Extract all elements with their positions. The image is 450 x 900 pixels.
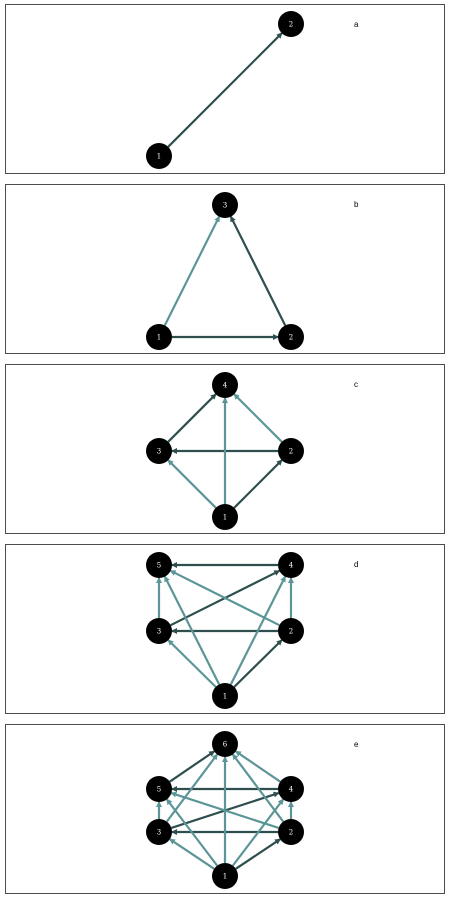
edge-1-2 bbox=[233, 459, 283, 509]
panel-d: 1 2 3 4 5 d bbox=[5, 544, 445, 714]
node-label: 6 bbox=[223, 741, 228, 749]
node-circle bbox=[212, 372, 238, 398]
node-3: 3 bbox=[146, 819, 172, 845]
node-circle bbox=[278, 552, 304, 578]
node-circle bbox=[146, 618, 172, 644]
edge-3-4 bbox=[167, 393, 217, 443]
edge-2-3 bbox=[229, 215, 287, 326]
node-label: 1 bbox=[157, 153, 161, 161]
node-label: 4 bbox=[289, 562, 294, 570]
graph-e: 1 2 3 4 5 6 bbox=[146, 731, 304, 889]
edge-1-4 bbox=[229, 575, 287, 685]
node-label: 5 bbox=[157, 562, 161, 570]
node-label: 4 bbox=[223, 382, 228, 390]
node-circle bbox=[212, 863, 238, 889]
node-circle bbox=[278, 11, 304, 37]
graph-c: 1 2 3 4 bbox=[146, 372, 304, 530]
graph-a: 12 bbox=[146, 11, 304, 169]
node-label: 1 bbox=[223, 693, 227, 701]
node-circle bbox=[278, 438, 304, 464]
edge-2-5 bbox=[169, 569, 280, 627]
node-label: 4 bbox=[289, 786, 294, 794]
node-2: 2 bbox=[278, 11, 304, 37]
node-circle bbox=[278, 618, 304, 644]
node-circle bbox=[278, 819, 304, 845]
node-1: 1 bbox=[212, 504, 238, 530]
node-label: 3 bbox=[223, 202, 227, 210]
node-circle bbox=[146, 143, 172, 169]
edge-3-6 bbox=[165, 753, 219, 823]
panel-label-c: c bbox=[354, 380, 358, 389]
node-circle bbox=[146, 324, 172, 350]
node-5: 5 bbox=[146, 552, 172, 578]
graph-d: 1 2 3 4 5 bbox=[146, 552, 304, 709]
graph-b: 1 2 3 bbox=[146, 192, 304, 350]
node-label: 1 bbox=[223, 514, 227, 522]
node-2: 2 bbox=[278, 438, 304, 464]
node-label: 3 bbox=[157, 448, 161, 456]
node-1: 1 bbox=[146, 143, 172, 169]
node-label: 3 bbox=[157, 829, 161, 837]
node-circle bbox=[146, 776, 172, 802]
node-circle bbox=[212, 192, 238, 218]
node-2: 2 bbox=[278, 324, 304, 350]
node-1: 1 bbox=[146, 324, 172, 350]
edge-2-4 bbox=[233, 393, 283, 443]
node-circle bbox=[212, 683, 238, 709]
edge-1-3 bbox=[167, 639, 217, 688]
edge-1-3 bbox=[163, 215, 221, 326]
edge-1-5 bbox=[163, 575, 221, 685]
node-label: 2 bbox=[289, 628, 293, 636]
node-label: 2 bbox=[289, 829, 293, 837]
node-3: 3 bbox=[212, 192, 238, 218]
edge-1-2 bbox=[235, 838, 282, 870]
edge-2-5 bbox=[170, 791, 279, 830]
node-label: 2 bbox=[289, 21, 293, 29]
node-label: 2 bbox=[289, 334, 293, 342]
node-3: 3 bbox=[146, 438, 172, 464]
edge-1-2 bbox=[233, 639, 283, 688]
node-5: 5 bbox=[146, 776, 172, 802]
node-label: 3 bbox=[157, 628, 161, 636]
panel-b: 1 2 3 b bbox=[5, 184, 445, 354]
node-label: 5 bbox=[157, 786, 161, 794]
node-1: 1 bbox=[212, 683, 238, 709]
node-4: 4 bbox=[278, 776, 304, 802]
panel-label-b: b bbox=[354, 200, 359, 209]
edge-2-6 bbox=[231, 753, 285, 823]
node-circle bbox=[212, 731, 238, 757]
node-4: 4 bbox=[278, 552, 304, 578]
node-circle bbox=[212, 504, 238, 530]
node-label: 1 bbox=[223, 873, 227, 881]
node-label: 2 bbox=[289, 448, 293, 456]
panel-c: 1 2 3 4 c bbox=[5, 364, 445, 534]
edge-5-6 bbox=[169, 750, 216, 783]
panel-e: 1 2 3 4 5 6 e bbox=[5, 724, 445, 894]
node-1: 1 bbox=[212, 863, 238, 889]
edge-4-6 bbox=[234, 750, 281, 783]
panel-label-a: a bbox=[354, 20, 359, 29]
node-2: 2 bbox=[278, 819, 304, 845]
panel-label-e: e bbox=[354, 740, 359, 749]
node-2: 2 bbox=[278, 618, 304, 644]
edge-1-3 bbox=[168, 838, 215, 870]
node-circle bbox=[278, 324, 304, 350]
edge-1-3 bbox=[167, 459, 217, 509]
edge-1-2 bbox=[167, 32, 283, 148]
node-circle bbox=[146, 438, 172, 464]
node-3: 3 bbox=[146, 618, 172, 644]
node-circle bbox=[146, 552, 172, 578]
node-4: 4 bbox=[212, 372, 238, 398]
node-circle bbox=[278, 776, 304, 802]
node-circle bbox=[146, 819, 172, 845]
panel-label-d: d bbox=[354, 560, 359, 569]
node-label: 1 bbox=[157, 334, 161, 342]
node-6: 6 bbox=[212, 731, 238, 757]
